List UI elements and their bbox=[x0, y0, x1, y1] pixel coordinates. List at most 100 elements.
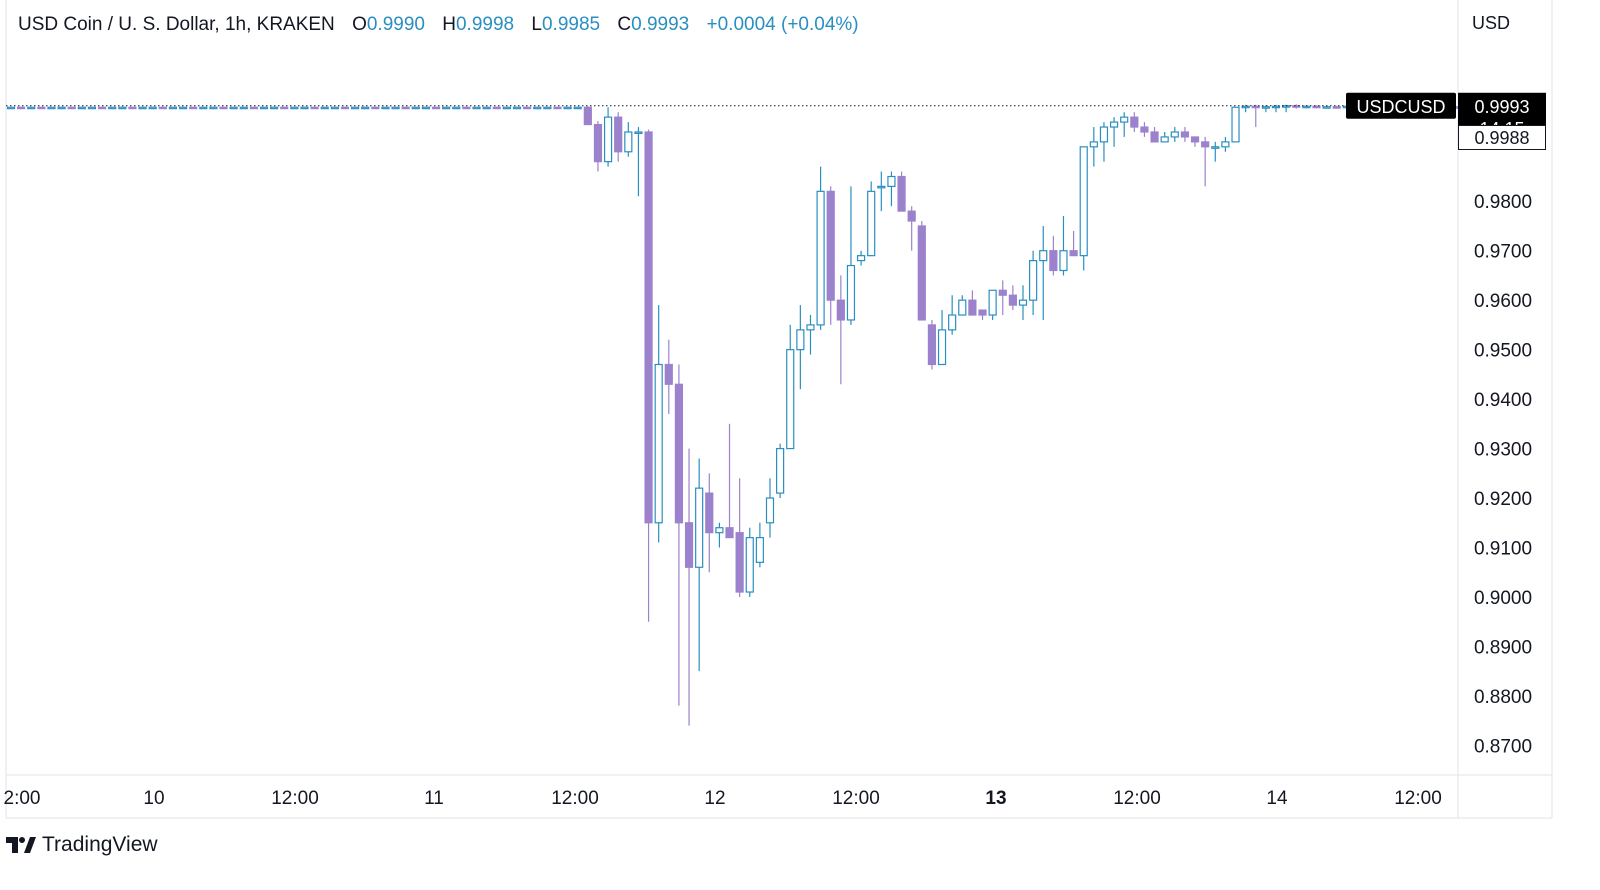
tradingview-icon bbox=[6, 837, 36, 853]
time-tick-label: 12:00 bbox=[832, 788, 880, 809]
candle bbox=[816, 166, 825, 330]
candle bbox=[1332, 105, 1341, 109]
candle bbox=[512, 106, 522, 110]
time-tick-label: 12:00 bbox=[1113, 788, 1161, 809]
candle bbox=[765, 478, 775, 538]
candle bbox=[27, 106, 36, 110]
candle bbox=[199, 106, 208, 110]
candle bbox=[836, 275, 845, 385]
candle bbox=[978, 309, 987, 320]
candle bbox=[340, 106, 350, 110]
candle bbox=[391, 106, 400, 110]
candle bbox=[927, 319, 937, 370]
price-tick-label: 0.8800 bbox=[1474, 687, 1532, 708]
candle bbox=[614, 112, 623, 162]
candle bbox=[563, 106, 572, 110]
tradingview-logo[interactable]: TradingView bbox=[6, 833, 158, 857]
price-tick-label: 0.9100 bbox=[1474, 539, 1532, 560]
candle bbox=[1180, 127, 1190, 142]
symbol-price-badge: USDCUSD bbox=[1346, 92, 1456, 119]
price-tick-label: 0.9300 bbox=[1474, 440, 1532, 461]
candle bbox=[158, 106, 167, 110]
candle bbox=[1099, 122, 1109, 162]
candle bbox=[1211, 141, 1220, 162]
time-axis: 2:00 10 12:00 11 12:00 12 12:00 13 12:00 14 12:00 bbox=[4, 788, 1442, 809]
high-value: 0.9998 bbox=[455, 14, 515, 35]
candle bbox=[735, 478, 744, 597]
candle bbox=[77, 106, 86, 110]
candle bbox=[705, 473, 714, 573]
candle bbox=[421, 106, 431, 110]
candle bbox=[796, 305, 805, 390]
change-value: +0.0004 (+0.04%) bbox=[706, 14, 859, 35]
candle bbox=[371, 106, 380, 110]
candle bbox=[1170, 127, 1179, 142]
candle bbox=[502, 106, 511, 110]
time-tick-label: 12:00 bbox=[1394, 788, 1442, 809]
candle bbox=[128, 106, 137, 110]
candle bbox=[846, 186, 856, 325]
candle bbox=[108, 106, 117, 110]
high-label: H bbox=[442, 14, 456, 35]
candle bbox=[37, 106, 46, 110]
candle bbox=[57, 106, 66, 110]
candle bbox=[1049, 235, 1058, 276]
price-tick-label: 0.9000 bbox=[1474, 588, 1532, 609]
candle bbox=[97, 106, 107, 110]
candle bbox=[168, 106, 178, 110]
candle bbox=[300, 106, 309, 110]
candle bbox=[1312, 105, 1321, 109]
candle bbox=[239, 106, 248, 110]
candle bbox=[280, 106, 289, 110]
candle bbox=[492, 106, 501, 110]
candle bbox=[17, 106, 26, 110]
candle bbox=[776, 443, 785, 499]
candle bbox=[1190, 136, 1200, 147]
candle bbox=[917, 221, 926, 321]
candle bbox=[87, 106, 97, 110]
candle bbox=[786, 324, 795, 450]
candle bbox=[1140, 122, 1149, 137]
candle bbox=[259, 106, 269, 110]
currency-label[interactable]: USD bbox=[1472, 13, 1510, 33]
candle bbox=[1271, 104, 1281, 113]
candle bbox=[1039, 225, 1048, 320]
open-label: O bbox=[352, 14, 367, 35]
candle bbox=[472, 106, 481, 110]
candle bbox=[229, 106, 238, 110]
time-tick-label: 10 bbox=[143, 788, 164, 809]
symbol-legend: USD Coin / U. S. Dollar, 1h, KRAKEN O0.9… bbox=[18, 14, 859, 36]
candle bbox=[948, 295, 957, 335]
candle bbox=[350, 106, 360, 110]
symbol-title[interactable]: USD Coin / U. S. Dollar, 1h, KRAKEN bbox=[18, 14, 335, 35]
time-tick-label: 14 bbox=[1266, 788, 1288, 809]
candle bbox=[1231, 106, 1240, 143]
symbol-badge-label: USDCUSD bbox=[1356, 97, 1445, 117]
candle bbox=[1079, 146, 1088, 271]
low-value: 0.9985 bbox=[541, 14, 601, 35]
candle bbox=[543, 106, 552, 110]
candle bbox=[1008, 285, 1017, 311]
price-tick-label: 0.9600 bbox=[1474, 291, 1532, 312]
candles bbox=[6, 103, 1513, 726]
time-tick-label: 12 bbox=[704, 788, 725, 809]
candle bbox=[401, 106, 410, 110]
candle bbox=[452, 106, 461, 110]
open-value: 0.9990 bbox=[366, 14, 425, 35]
price-tick-label: 0.8900 bbox=[1474, 637, 1532, 658]
candle bbox=[593, 121, 603, 172]
candle bbox=[897, 171, 906, 212]
candle bbox=[674, 364, 684, 706]
candle bbox=[482, 106, 491, 110]
price-tick-label: 0.9700 bbox=[1474, 242, 1532, 263]
candle bbox=[1109, 117, 1119, 147]
candle bbox=[907, 206, 916, 251]
candle bbox=[968, 290, 977, 316]
candle bbox=[684, 448, 694, 726]
candle bbox=[290, 106, 299, 110]
candle bbox=[442, 106, 451, 110]
candle bbox=[533, 106, 542, 110]
candle bbox=[1029, 250, 1038, 316]
candle bbox=[553, 106, 562, 110]
